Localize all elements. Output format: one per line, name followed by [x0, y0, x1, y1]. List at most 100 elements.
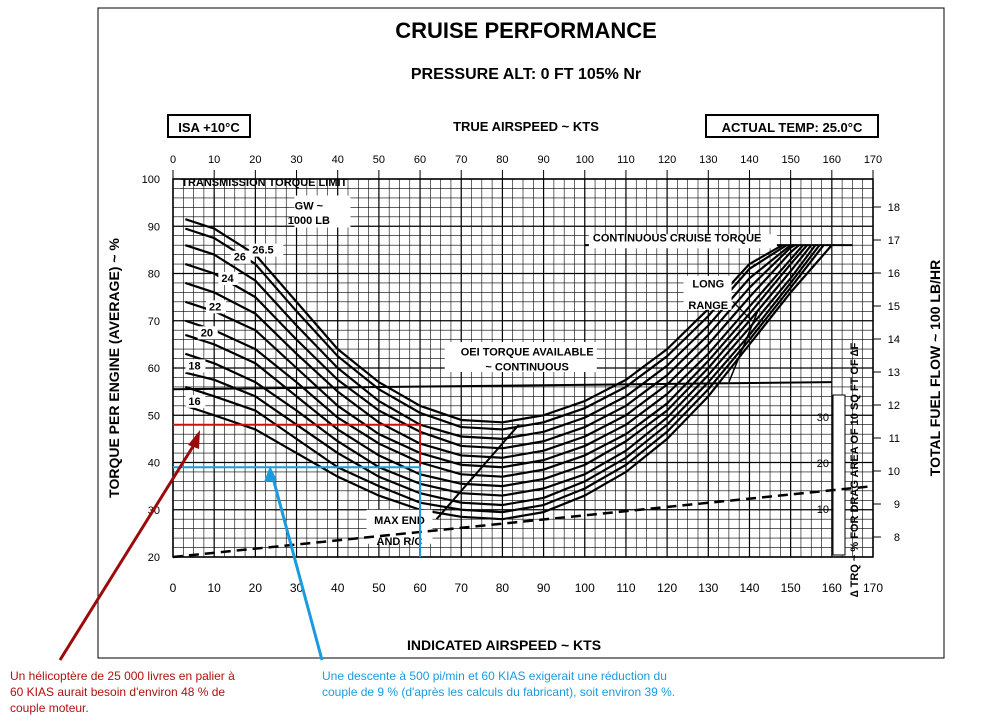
- y2-axis-label: TOTAL FUEL FLOW ~ 100 LB/HR: [927, 260, 943, 476]
- isa-label: ISA +10°C: [178, 120, 240, 135]
- y-tick-label: 80: [148, 269, 160, 281]
- y2-tick-label: 14: [888, 334, 900, 346]
- x-top-tick-label: 160: [823, 154, 841, 166]
- y2-tick-label: 16: [888, 268, 900, 280]
- x-top-tick-label: 10: [208, 154, 220, 166]
- y2-tick-label: 13: [888, 367, 900, 379]
- x-top-tick-label: 50: [373, 154, 385, 166]
- x-bottom-tick-label: 80: [496, 581, 510, 595]
- actual-temp-label: ACTUAL TEMP: 25.0°C: [722, 120, 863, 135]
- gw-label-26.5: 26.5: [252, 245, 273, 257]
- gw-label-bg: [249, 243, 284, 257]
- y3-tick-label: 10: [817, 504, 829, 516]
- annotation-blue-text: Une descente à 500 pi/min et 60 KIAS exi…: [322, 669, 676, 699]
- x-bottom-tick-label: 30: [290, 581, 304, 595]
- gw-label-16: 16: [188, 396, 200, 408]
- x-top-tick-label: 40: [332, 154, 344, 166]
- continuous-cruise-bg: [588, 234, 777, 249]
- x-bottom-tick-label: 170: [863, 581, 883, 595]
- x-top-tick-label: 100: [576, 154, 594, 166]
- gw-curve-25: [185, 244, 792, 440]
- x-top-tick-label: 110: [617, 154, 635, 166]
- x-bottom-tick-label: 130: [698, 581, 718, 595]
- x-bottom-tick-label: 150: [781, 581, 801, 595]
- x-top-tick-label: 130: [699, 154, 717, 166]
- gw-curve-22: [185, 244, 804, 469]
- y3-tick-label: 30: [817, 412, 829, 424]
- y2-tick-label: 17: [888, 235, 900, 247]
- y-tick-label: 70: [148, 316, 160, 328]
- gw-curve-18: [185, 244, 821, 507]
- y-axis-label: TORQUE PER ENGINE (AVERAGE) ~ %: [106, 238, 122, 498]
- max-end-line: [435, 424, 520, 520]
- y2-tick-label: 18: [888, 202, 900, 214]
- y-tick-label: 90: [148, 221, 160, 233]
- gw-curve-26: [185, 227, 788, 431]
- blue-arrow-head: [264, 466, 277, 482]
- gw-label-bg: [197, 326, 218, 340]
- gw-curve-23: [185, 244, 800, 459]
- gw-curve-24: [185, 244, 796, 450]
- x-bottom-tick-label: 90: [537, 581, 551, 595]
- gw-curve-21: [185, 244, 808, 478]
- max-end-bg: [366, 509, 433, 544]
- long-range-label-1: LONG: [692, 279, 724, 291]
- long-range-label-2: RANGE: [688, 300, 728, 312]
- max-end-label-1: MAX END: [374, 515, 425, 527]
- x-bottom-tick-label: 0: [170, 581, 177, 595]
- x-top-label: TRUE AIRSPEED ~ KTS: [453, 119, 599, 134]
- x-top-tick-label: 170: [864, 154, 882, 166]
- blue-example-line: [173, 466, 422, 557]
- y3-axis-label: ∆ TRQ ~ % FOR DRAG AREA OF 10 SQ FT OF ∆…: [849, 343, 861, 598]
- y-tick-label: 50: [148, 410, 160, 422]
- gw-header-line2: 1000 LB: [288, 215, 330, 227]
- gw-label-20: 20: [201, 327, 213, 339]
- chart-title: CRUISE PERFORMANCE: [395, 18, 657, 43]
- gw-label-18: 18: [188, 360, 200, 372]
- x-bottom-tick-label: 120: [657, 581, 677, 595]
- blue-arrow-shaft: [271, 477, 324, 661]
- x-top-tick-label: 70: [455, 154, 467, 166]
- y-tick-label: 40: [148, 458, 160, 470]
- gw-curve-20: [185, 244, 813, 488]
- x-top-tick-label: 140: [740, 154, 758, 166]
- transmission-limit-label: TRANSMISSION TORQUE LIMIT: [181, 177, 347, 189]
- plot-border: [172, 178, 874, 558]
- x-bottom-tick-label: 70: [455, 581, 469, 595]
- x-top-tick-label: 80: [496, 154, 508, 166]
- long-range-pointer: [732, 301, 750, 319]
- gw-curve-26.5: [185, 218, 783, 424]
- x-top-tick-label: 90: [537, 154, 549, 166]
- gw-label-26: 26: [234, 252, 246, 264]
- y-tick-label: 100: [142, 174, 160, 186]
- x-bottom-tick-label: 100: [575, 581, 595, 595]
- x-axis-label: INDICATED AIRSPEED ~ KTS: [407, 637, 601, 653]
- x-bottom-tick-label: 140: [739, 581, 759, 595]
- chart-frame: [97, 7, 945, 659]
- continuous-cruise-label: CONTINUOUS CRUISE TORQUE: [593, 232, 761, 244]
- gw-label-bg: [185, 359, 206, 373]
- gw-label-bg: [218, 271, 239, 285]
- gw-header-bg: [294, 195, 351, 228]
- x-bottom-tick-label: 10: [207, 581, 221, 595]
- gw-curve-17: [185, 244, 825, 514]
- gw-curve-16: [185, 244, 833, 521]
- oei-label-bg: [444, 342, 597, 373]
- y-tick-label: 60: [148, 363, 160, 375]
- red-arrow-shaft: [58, 439, 199, 661]
- x-bottom-tick-label: 110: [616, 581, 635, 595]
- y-tick-label: 20: [148, 552, 160, 564]
- y2-tick-label: 12: [888, 400, 900, 412]
- oei-label-1: OEI TORQUE AVAILABLE: [461, 347, 594, 359]
- gw-label-bg: [206, 300, 226, 314]
- gw-label-24: 24: [221, 273, 234, 285]
- y3-tick-label: 20: [817, 458, 829, 470]
- x-bottom-tick-label: 160: [822, 581, 842, 595]
- x-top-tick-label: 120: [658, 154, 676, 166]
- gw-label-22: 22: [209, 301, 221, 313]
- x-bottom-tick-label: 60: [413, 581, 427, 595]
- y2-tick-label: 9: [894, 499, 900, 511]
- isa-box: [167, 114, 251, 138]
- gw-label-bg: [230, 250, 251, 264]
